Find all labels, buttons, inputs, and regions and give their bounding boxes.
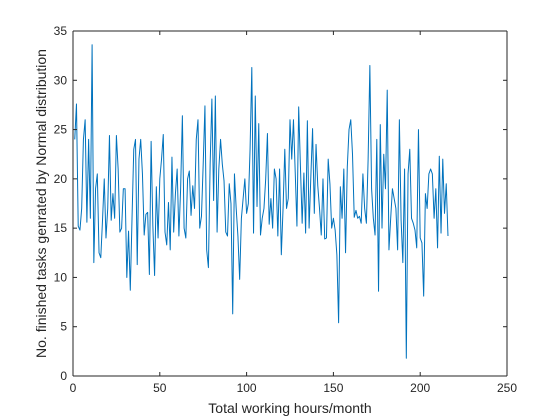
y-tick-label: 20 [54, 172, 68, 186]
y-tick-label: 5 [60, 320, 67, 334]
x-tick-label: 250 [497, 381, 517, 395]
x-tick-label: 50 [153, 381, 167, 395]
y-tick-label: 10 [54, 270, 68, 284]
y-tick-label: 35 [54, 24, 68, 38]
ticks-layer: 0 50 100 150 200 250 0 5 10 15 20 25 30 35 [54, 24, 518, 395]
series-line-1 [74, 44, 449, 359]
series-layer [74, 44, 449, 359]
axes-layer [72, 30, 508, 377]
x-tick-label: 200 [410, 381, 430, 395]
x-tick-label: 100 [237, 381, 257, 395]
y-axis-label: No. finished tasks genrated by Normal di… [33, 49, 49, 358]
y-tick-label: 30 [54, 73, 68, 87]
x-axis-label: Total working hours/month [208, 400, 371, 416]
y-tick-label: 15 [54, 221, 68, 235]
y-tick-label: 25 [54, 123, 68, 137]
y-tick-label: 0 [60, 369, 67, 383]
x-tick-label: 0 [70, 381, 77, 395]
x-tick-label: 150 [323, 381, 343, 395]
